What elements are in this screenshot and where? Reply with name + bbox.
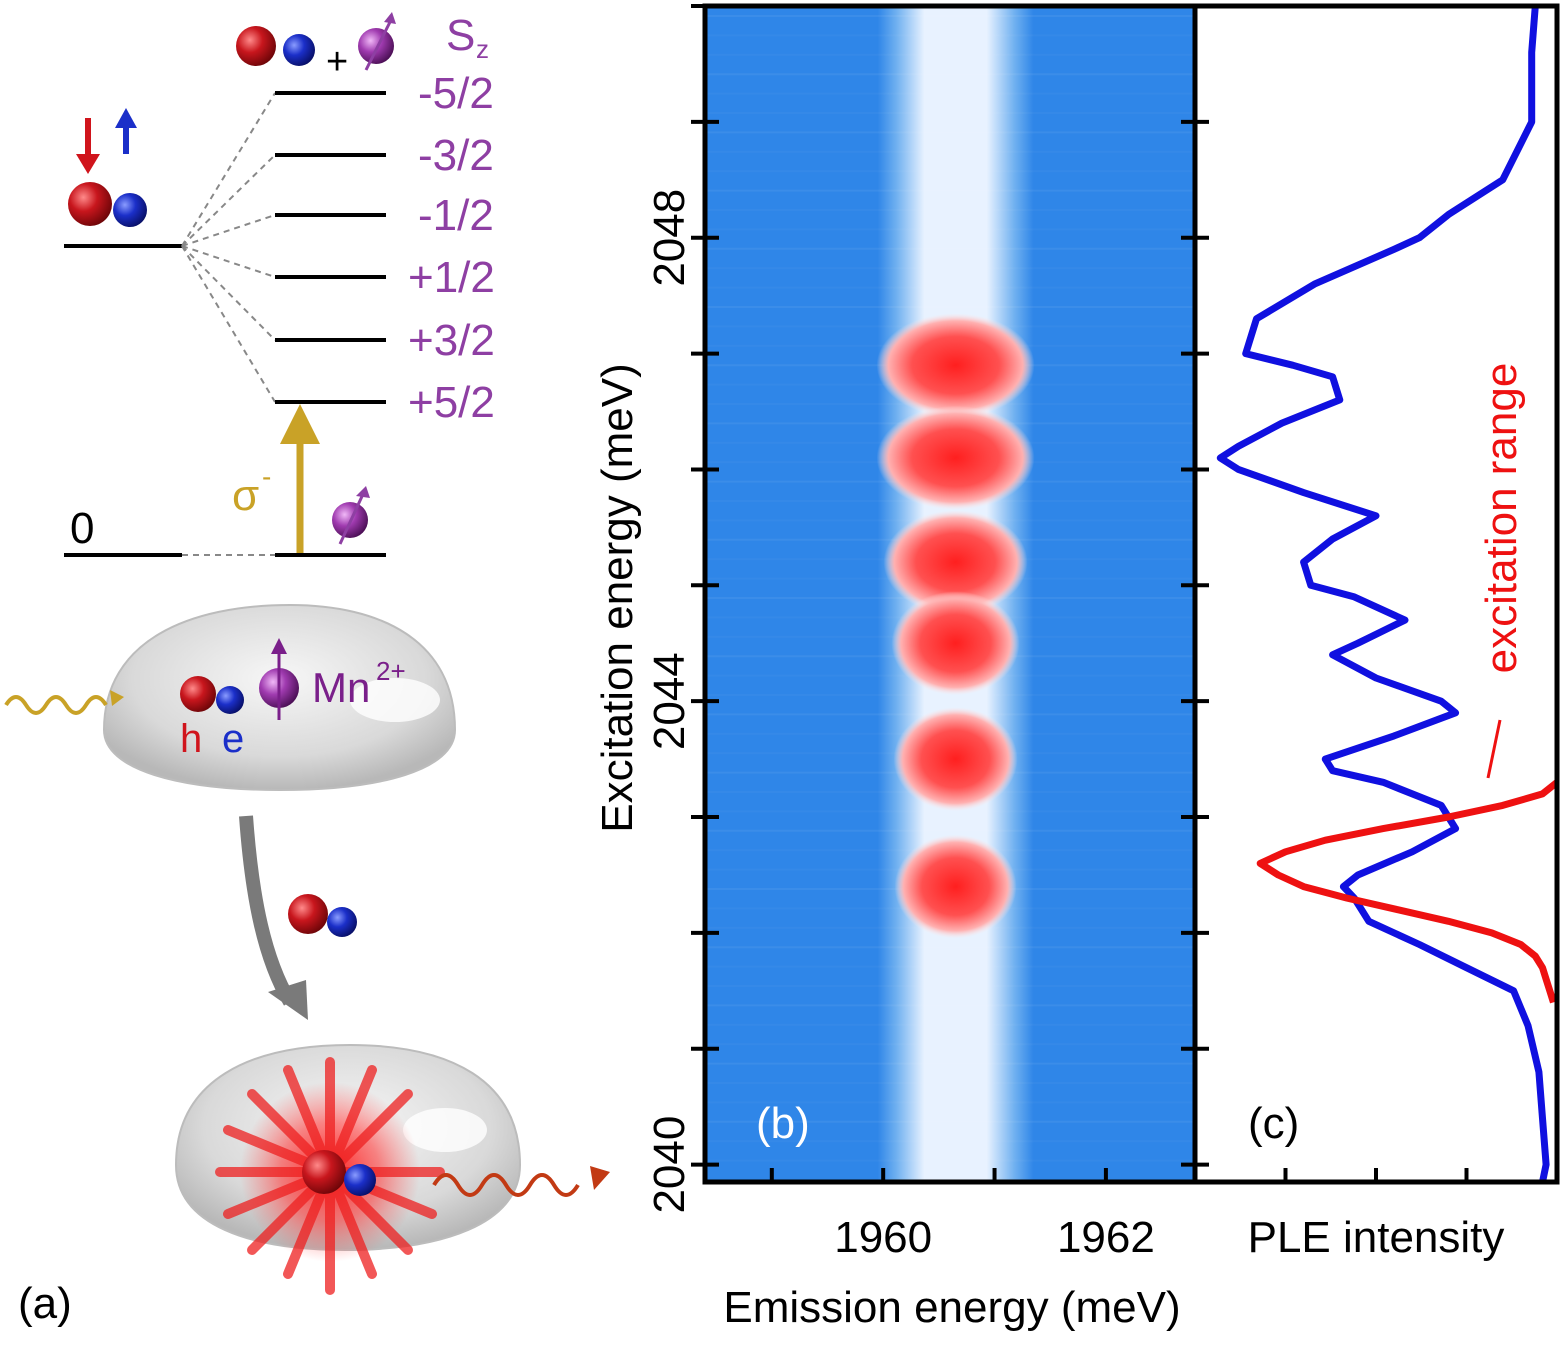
heatmap-peak: [891, 591, 1020, 696]
ple-plot: [1216, 5, 1560, 1183]
hole-sphere-left: [68, 182, 112, 226]
mn-superscript: 2+: [376, 656, 406, 686]
sigma-superscript: -: [262, 461, 271, 492]
heatmap-peak: [883, 510, 1028, 615]
emitted-photon-arrowhead: [590, 1166, 610, 1190]
level-label: +1/2: [408, 253, 495, 302]
dot-highlight: [350, 678, 440, 722]
mn-spin-arrowhead-top: [384, 12, 396, 24]
electron-sphere-mid: [327, 907, 357, 937]
x-tick-label: 1962: [1057, 1213, 1155, 1262]
level-label: -3/2: [418, 131, 494, 180]
ground-label: 0: [70, 504, 94, 553]
electron-label: e: [222, 717, 244, 761]
dot2-highlight: [403, 1108, 487, 1152]
mn-label: Mn: [312, 664, 370, 711]
level-label: +5/2: [408, 378, 495, 427]
emitted-photon-icon: [432, 1173, 580, 1197]
heatmap-peak: [876, 313, 1035, 418]
y-tick-label: 2048: [645, 189, 694, 287]
mn-sphere-top: [358, 28, 394, 64]
panel-b-label: (b): [756, 1099, 810, 1148]
hole-sphere-mid: [288, 894, 328, 934]
panel-c: (c) PLE intensity excitation range: [1181, 3, 1560, 1262]
sz-label: S: [446, 11, 475, 60]
panel-b: (b) 1960 1962 2040 2044 2048 Emission energ…: [593, 3, 1198, 1332]
excitation-range-line: [1256, 779, 1560, 1004]
level-label: -5/2: [418, 69, 494, 118]
electron-sphere-dot: [216, 686, 244, 714]
mn-spin-arrow-ground: [338, 491, 366, 545]
sz-subscript: z: [476, 34, 489, 64]
electron-sphere-top: [283, 34, 315, 66]
plus-sign: +: [326, 41, 348, 83]
y-tick-label: 2044: [645, 652, 694, 750]
hole-sphere-dot: [180, 676, 216, 712]
heatmap-peak: [876, 405, 1035, 510]
y-axis-b: 2040 2044 2048: [645, 4, 719, 1214]
axis-c: [1181, 4, 1469, 1182]
x-tick-label: 1960: [834, 1213, 932, 1262]
heatmap-peak: [893, 707, 1018, 812]
mn-spin-arrowhead-ground: [356, 486, 370, 498]
mn-spin-arrow-top: [364, 17, 394, 71]
y-tick-label: 2040: [645, 1116, 694, 1214]
panel-a: S z +: [4, 11, 610, 1328]
y-axis-label: Excitation energy (meV): [593, 363, 642, 833]
hole-sphere-top: [236, 26, 276, 66]
panel-a-label: (a): [18, 1279, 72, 1328]
electron-sphere-emit: [344, 1164, 376, 1196]
ple-series-line: [1216, 5, 1550, 1183]
split-levels: [275, 91, 386, 404]
heatmap: [707, 6, 1193, 1182]
sigma-label: σ: [232, 471, 259, 520]
mn-spin-arrowhead-dot: [271, 638, 287, 654]
hole-spin-down-arrowhead: [76, 154, 100, 174]
hole-sphere-emit: [302, 1150, 346, 1194]
x-axis-b: 1960 1962: [769, 1168, 1155, 1262]
relaxation-arrowhead: [268, 980, 308, 1020]
x-axis-label: Emission energy (meV): [723, 1283, 1180, 1332]
level-label: -1/2: [418, 191, 494, 240]
electron-sphere-left: [113, 193, 147, 227]
incoming-photon-arrowhead: [110, 690, 124, 706]
relaxation-arrow: [239, 815, 297, 1006]
level-connectors: [181, 92, 276, 556]
excitation-range-annotation: excitation range: [1477, 363, 1526, 674]
level-labels: -5/2 -3/2 -1/2 +1/2 +3/2 +5/2: [408, 69, 495, 427]
hole-label: h: [180, 717, 202, 761]
incoming-photon-icon: [4, 695, 108, 715]
level-label: +3/2: [408, 316, 495, 365]
annotation-leader: [1486, 719, 1502, 779]
sigma-arrowhead: [280, 404, 320, 444]
heatmap-peak: [894, 834, 1017, 939]
ple-x-label: PLE intensity: [1248, 1213, 1505, 1262]
panel-c-label: (c): [1248, 1099, 1299, 1148]
electron-spin-up-arrowhead: [115, 108, 137, 128]
